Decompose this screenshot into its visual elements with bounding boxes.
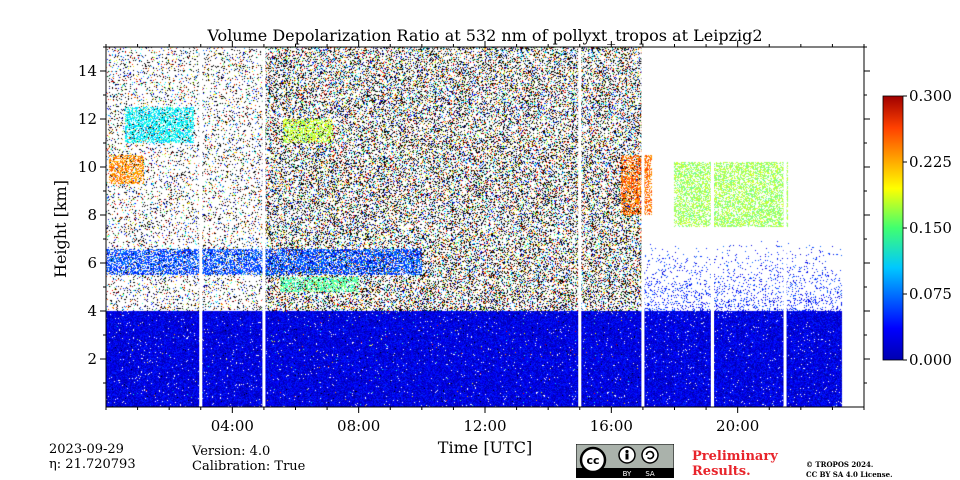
colorbar-ticks: 0.000 0.075 0.150 0.225 0.300 bbox=[903, 87, 952, 369]
sa-share-icon bbox=[641, 446, 659, 464]
x-tick-label: 08:00 bbox=[337, 417, 380, 435]
license-note: © TROPOS 2024. CC BY SA 4.0 License. bbox=[806, 460, 893, 480]
data-gaps bbox=[199, 47, 787, 407]
colorbar-tick-label: 0.000 bbox=[909, 351, 952, 369]
cc-icon bbox=[579, 446, 607, 474]
chart-title: Volume Depolarization Ratio at 532 nm of… bbox=[206, 26, 762, 45]
y-axis-ticks: 2 4 6 8 10 12 14 bbox=[78, 46, 870, 384]
y-tick-label: 12 bbox=[78, 110, 97, 128]
y-tick-label: 10 bbox=[78, 158, 97, 176]
colorbar-tick-label: 0.225 bbox=[909, 153, 952, 171]
y-axis-label: Height [km] bbox=[51, 180, 70, 278]
eta-value: η: 21.720793 bbox=[49, 457, 136, 472]
license-line1: © TROPOS 2024. bbox=[806, 460, 874, 469]
colorbar-gradient bbox=[882, 95, 904, 361]
cc-icon-text: cc bbox=[586, 454, 599, 467]
preliminary-line1: Preliminary bbox=[692, 449, 778, 464]
version-label: Version: 4.0 bbox=[192, 444, 271, 459]
data-gap-stripe bbox=[578, 47, 582, 407]
data-gap-stripe bbox=[783, 47, 787, 407]
depolarization-heatmap bbox=[106, 47, 864, 407]
x-axis-label: Time [UTC] bbox=[438, 438, 532, 457]
version-info: Version: 4.0 Calibration: True bbox=[192, 444, 305, 474]
by-person-body bbox=[625, 453, 629, 460]
y-tick-label: 4 bbox=[87, 302, 97, 320]
x-axis-ticks: 04:00 08:00 12:00 16:00 20:00 bbox=[105, 41, 865, 435]
date-info: 2023-09-29 η: 21.720793 bbox=[49, 442, 136, 472]
preliminary-results-note: Preliminary Results. bbox=[692, 449, 778, 479]
badge-footer bbox=[576, 468, 674, 478]
license-line2: CC BY SA 4.0 License. bbox=[806, 470, 893, 479]
sa-arrow-icon bbox=[645, 450, 655, 460]
measurement-date: 2023-09-29 bbox=[49, 442, 124, 457]
colorbar: 0.000 0.075 0.150 0.225 0.300 bbox=[882, 87, 952, 369]
x-tick-label: 16:00 bbox=[590, 417, 633, 435]
calibration-label: Calibration: True bbox=[192, 459, 306, 474]
y-tick-label: 14 bbox=[78, 62, 97, 80]
x-tick-label: 20:00 bbox=[716, 417, 759, 435]
by-person-head bbox=[625, 449, 629, 454]
cc-license-badge: cc BY SA bbox=[576, 444, 674, 478]
data-gap-stripe bbox=[262, 47, 266, 407]
x-tick-label: 12:00 bbox=[463, 417, 506, 435]
y-tick-label: 2 bbox=[87, 350, 97, 368]
data-gap-stripe bbox=[710, 47, 714, 407]
badge-sa-label: SA bbox=[645, 470, 655, 478]
y-tick-label: 8 bbox=[87, 206, 97, 224]
preliminary-line2: Results. bbox=[692, 464, 751, 479]
x-tick-label: 04:00 bbox=[211, 417, 254, 435]
data-gap-stripe bbox=[641, 47, 645, 407]
badge-by-label: BY bbox=[623, 470, 632, 478]
colorbar-tick-label: 0.300 bbox=[909, 87, 952, 105]
colorbar-tick-label: 0.075 bbox=[909, 285, 952, 303]
data-gap-stripe bbox=[199, 47, 203, 407]
colorbar-tick-label: 0.150 bbox=[909, 219, 952, 237]
plot-area bbox=[105, 46, 865, 408]
y-tick-label: 6 bbox=[87, 254, 97, 272]
